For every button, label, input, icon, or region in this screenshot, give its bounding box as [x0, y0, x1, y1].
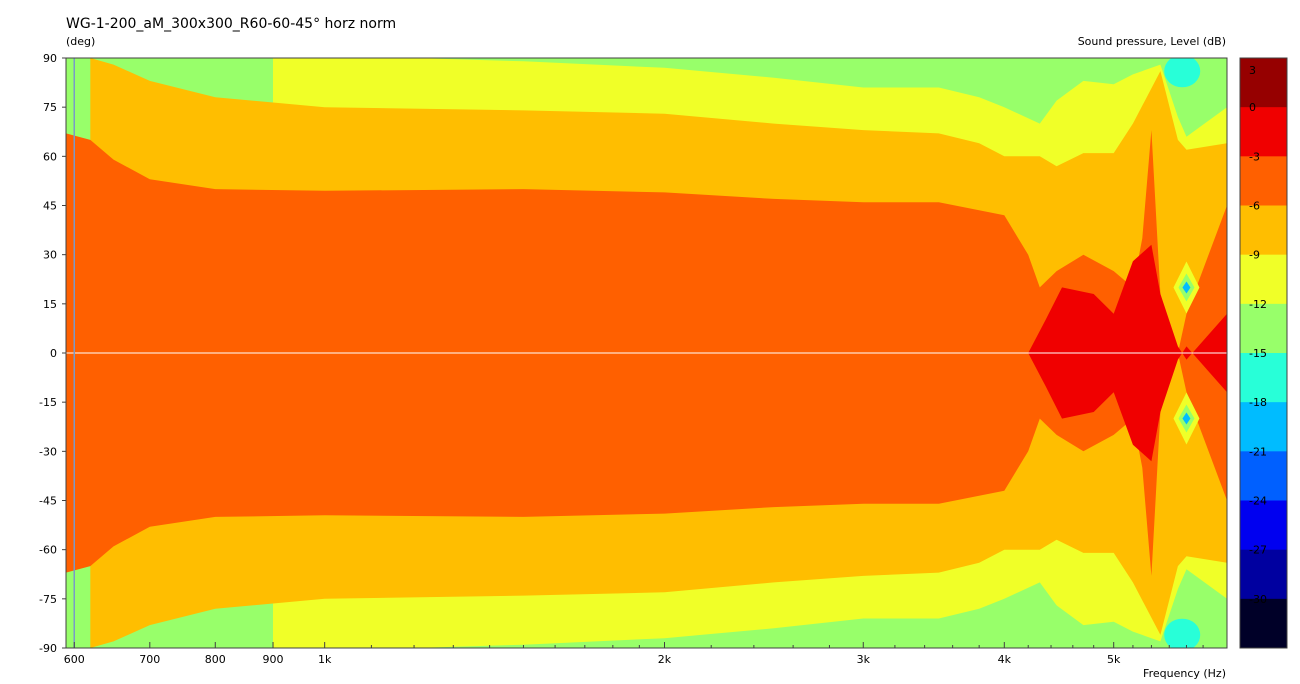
y-tick-label: -45 [39, 495, 57, 508]
colorbar-label: -24 [1249, 495, 1267, 508]
colorbar-title: Sound pressure, Level (dB) [1078, 35, 1226, 48]
colorbar-swatch [1240, 156, 1287, 206]
colorbar-swatch [1240, 205, 1287, 256]
y-tick-label: 75 [43, 101, 57, 114]
x-tick-label: 5k [1107, 653, 1121, 666]
colorbar-label: -12 [1249, 298, 1267, 311]
y-tick-label: -15 [39, 396, 57, 409]
colorbar-swatch [1240, 303, 1287, 354]
colorbar-label: 0 [1249, 101, 1256, 114]
colorbar-label: -15 [1249, 347, 1267, 360]
hotspot-core [1182, 281, 1191, 294]
y-tick-label: 30 [43, 249, 57, 262]
colorbar-swatch [1240, 451, 1287, 501]
colorbar-label: -21 [1249, 445, 1267, 458]
edge-spot [1006, 58, 1039, 86]
colorbar-swatch [1240, 402, 1287, 452]
colorbar-frame [1239, 57, 1288, 649]
colorbar-swatch [1240, 58, 1287, 108]
y-tick-label: 60 [43, 150, 57, 163]
x-axis-label: Frequency (Hz) [1143, 667, 1226, 680]
colorbar-label: -30 [1249, 593, 1267, 606]
x-tick-label: 3k [857, 653, 871, 666]
x-tick-label: 1k [318, 653, 332, 666]
colorbar-label: -18 [1249, 396, 1267, 409]
x-axis: 600 700 800 900 1k 2k 3k 4k 5k [64, 642, 1204, 666]
colorbar-label: -9 [1249, 249, 1260, 262]
colorbar-label: -27 [1249, 544, 1267, 557]
colorbar: 3 0 -3 -6 -9 -12 -15 -18 -21 -24 -27 -30 [1239, 57, 1288, 649]
colorbar-label: 3 [1249, 64, 1256, 77]
edge-spot [1164, 618, 1201, 648]
x-tick-label: 700 [139, 653, 160, 666]
x-tick-label: 800 [205, 653, 226, 666]
edge-spot [1006, 620, 1039, 648]
y-axis-unit: (deg) [66, 35, 95, 48]
colorbar-label: -6 [1249, 200, 1260, 213]
colorbar-swatch [1240, 353, 1287, 403]
chart-title: WG-1-200_aM_300x300_R60-60-45° horz norm [66, 16, 396, 32]
y-tick-label: -30 [39, 445, 57, 458]
x-tick-label: 600 [64, 653, 85, 666]
edge-spot [1164, 58, 1201, 88]
colorbar-swatch [1240, 107, 1287, 157]
y-tick-label: 45 [43, 200, 57, 213]
y-tick-label: 90 [43, 52, 57, 65]
colorbar-label: -3 [1249, 150, 1260, 163]
colorbar-swatch [1240, 549, 1287, 600]
y-axis: 90 75 60 45 30 15 0 -15 -30 -45 -60 -75 -90 [39, 52, 66, 655]
x-tick-label: 4k [998, 653, 1012, 666]
colorbar-swatch [1240, 254, 1287, 305]
x-tick-label: 2k [658, 653, 672, 666]
y-tick-label: -60 [39, 544, 57, 557]
y-tick-label: 0 [50, 347, 57, 360]
y-tick-label: -90 [39, 642, 57, 655]
y-tick-label: -75 [39, 593, 57, 606]
colorbar-swatch [1240, 598, 1287, 649]
y-tick-label: 15 [43, 298, 57, 311]
x-tick-label: 900 [263, 653, 284, 666]
colorbar-swatch [1240, 500, 1287, 551]
plot-area [66, 58, 1227, 648]
hotspot-core [1182, 412, 1191, 425]
